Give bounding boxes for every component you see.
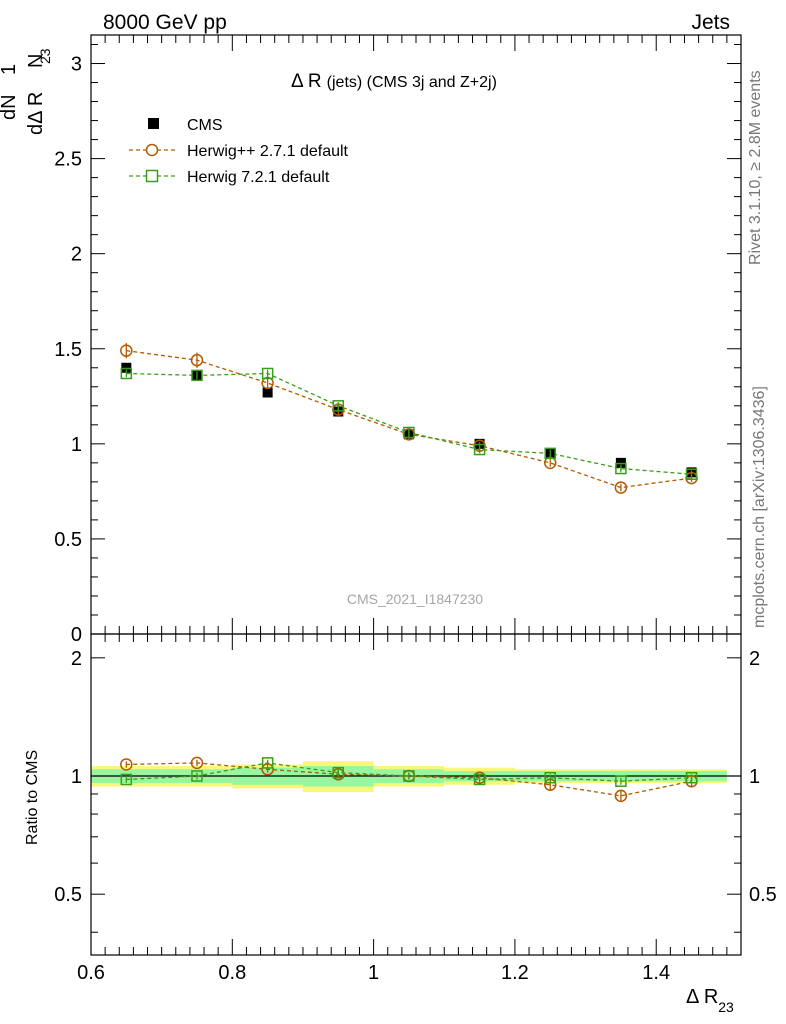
- ratio-y-tick-label: 2: [71, 648, 82, 670]
- analysis-watermark: CMS_2021_I1847230: [347, 591, 483, 607]
- data-point-herwig7: [685, 468, 698, 481]
- ratio-point-herwig7: [261, 757, 274, 769]
- main-y-tick-label: 1.5: [54, 339, 82, 361]
- xlabel-main: Δ R: [686, 986, 718, 1008]
- main-plot-title: Δ R (jets) (CMS 3j and Z+2j): [291, 71, 497, 92]
- legend-marker-herwig7: [145, 169, 159, 183]
- ratio-point-herwig7: [544, 771, 556, 784]
- ylabel-numerator-dn: dN: [0, 94, 20, 120]
- main-y-axis-label: 1 dN N dΔ R 23: [0, 48, 53, 135]
- title-delta-r: Δ R: [291, 71, 322, 92]
- ratio-y-tick-label: 0.5: [54, 884, 82, 906]
- data-point-herwig7: [544, 447, 556, 460]
- rivet-version-text: Rivet 3.1.10, ≥ 2.8M events: [747, 70, 764, 265]
- x-tick-label: 1.2: [501, 962, 529, 984]
- ratio-y-axis-label: Ratio to CMS: [24, 750, 41, 845]
- mcplots-text: mcplots.cern.ch [arXiv:1306.3436]: [751, 386, 768, 628]
- data-point-herwig7: [403, 426, 415, 439]
- ylabel-denominator-dr: dΔ R: [25, 92, 47, 135]
- ylabel-numerator-1: 1: [0, 64, 20, 75]
- ratio-plot-axes: 0.5 0.5 1 1 2 2 0.6 0.8 1 1.2 1.4: [54, 633, 777, 984]
- header-left: 8000 GeV pp: [103, 11, 227, 34]
- title-rest: (jets) (CMS 3j and Z+2j): [327, 74, 497, 91]
- ylabel-denominator-n: N: [25, 54, 47, 68]
- legend-label-herwig-pp: Herwig++ 2.7.1 default: [187, 143, 349, 160]
- main-y-tick-label: 2: [71, 244, 82, 266]
- ratio-point-herwig-pp: [190, 756, 204, 770]
- main-plot-data: [120, 343, 698, 494]
- ratio-point-herwig7: [615, 775, 627, 787]
- data-point-herwig-pp: [543, 456, 557, 470]
- ratio-plot-frame: [90, 633, 742, 956]
- series-line-herwig7: [126, 372, 692, 475]
- ylabel-denominator-sub: 23: [37, 48, 53, 64]
- ratio-y-tick-label: 1: [71, 766, 82, 788]
- main-y-tick-label: 0.5: [54, 529, 82, 551]
- x-tick-label: 1.4: [642, 962, 670, 984]
- data-point-herwig7: [191, 369, 203, 382]
- header-right: Jets: [691, 11, 730, 34]
- legend-label-herwig7: Herwig 7.2.1 default: [187, 169, 330, 186]
- ratio-y-tick-label-right: 1: [749, 766, 760, 788]
- legend-marker-herwig-pp: [145, 143, 159, 157]
- legend-marker-cms: [148, 118, 159, 129]
- data-point-herwig7: [615, 462, 627, 475]
- data-point-herwig-pp: [190, 353, 204, 367]
- data-point-herwig-pp: [614, 481, 628, 494]
- main-plot-axes: 0 0.5 1 1.5 2 2.5 3: [54, 34, 742, 646]
- ratio-point-herwig7: [120, 773, 133, 786]
- ratio-plot-data: [120, 756, 698, 803]
- x-tick-label: 1: [368, 962, 379, 984]
- data-point-herwig7: [473, 443, 486, 456]
- main-y-tick-label: 0: [71, 624, 82, 646]
- legend-label-cms: CMS: [187, 117, 223, 134]
- ratio-point-herwig-pp: [120, 758, 133, 771]
- ratio-point-herwig7: [403, 770, 415, 782]
- data-point-cms: [262, 387, 273, 398]
- x-axis-label: Δ R23: [686, 986, 734, 1015]
- xlabel-sub: 23: [718, 999, 734, 1015]
- ratio-point-herwig7: [191, 770, 203, 782]
- series-line-herwig_pp: [126, 350, 692, 489]
- ratio-y-tick-label-right: 0.5: [749, 884, 777, 906]
- data-point-herwig7: [332, 400, 345, 412]
- data-point-herwig-pp: [261, 376, 274, 390]
- legend: CMS Herwig++ 2.7.1 default Herwig 7.2.1 …: [129, 117, 349, 186]
- ratio-point-herwig7: [473, 773, 486, 786]
- data-point-herwig7: [261, 367, 274, 380]
- ratio-point-herwig7: [685, 771, 698, 784]
- main-y-tick-label: 1: [71, 434, 82, 456]
- ratio-line-herwig7: [126, 762, 692, 782]
- ratio-point-herwig-pp: [614, 789, 628, 803]
- ratio-y-tick-label-right: 2: [749, 648, 760, 670]
- data-point-herwig7: [120, 367, 133, 380]
- x-tick-label: 0.6: [77, 962, 105, 984]
- main-y-tick-label: 3: [71, 54, 82, 76]
- main-y-tick-label: 2.5: [54, 149, 82, 171]
- data-point-herwig-pp: [120, 344, 133, 357]
- x-tick-label: 0.8: [218, 962, 246, 984]
- ratio-point-herwig7: [332, 766, 345, 779]
